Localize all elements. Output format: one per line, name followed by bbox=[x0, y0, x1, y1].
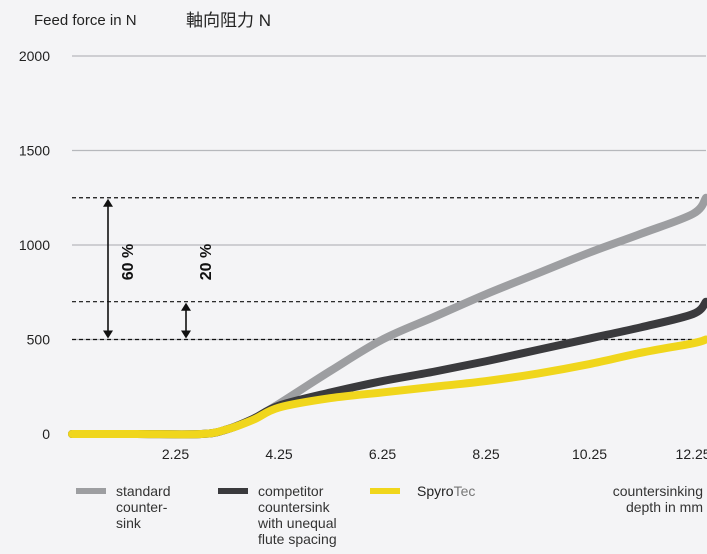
x-tick-label: 4.25 bbox=[265, 446, 292, 462]
arrowhead-up bbox=[103, 198, 113, 207]
annotation-label: 20 % bbox=[198, 244, 215, 280]
series-line bbox=[68, 335, 707, 439]
series-line bbox=[68, 193, 707, 439]
legend-label: with unequal bbox=[257, 515, 337, 531]
legend-label: countersink bbox=[258, 499, 331, 515]
arrowhead-down bbox=[181, 330, 191, 339]
series-line bbox=[68, 297, 707, 439]
legend-label: sink bbox=[116, 515, 142, 531]
legend-label: SpyroTec bbox=[417, 483, 475, 499]
y-tick-label: 1500 bbox=[19, 143, 50, 159]
series-lines bbox=[68, 193, 707, 439]
y-tick-label: 2000 bbox=[19, 48, 50, 64]
legend-label: standard bbox=[116, 483, 170, 499]
percent-annotations: 60 % 20 % bbox=[103, 198, 215, 339]
y-tick-labels: 0 500 1000 1500 2000 bbox=[19, 48, 50, 442]
arrowhead-down bbox=[103, 330, 113, 339]
x-tick-labels: 2.25 4.25 6.25 8.25 10.25 12.25 bbox=[162, 446, 707, 462]
legend-label: competitor bbox=[258, 483, 324, 499]
legend-label: flute spacing bbox=[258, 531, 337, 547]
x-tick-label: 10.25 bbox=[572, 446, 607, 462]
x-axis-label-line: depth in mm bbox=[626, 499, 703, 515]
x-axis-label-line: countersinking bbox=[613, 483, 703, 499]
y-tick-label: 1000 bbox=[19, 237, 50, 253]
arrowhead-up bbox=[181, 302, 191, 311]
annotation-label: 60 % bbox=[120, 244, 137, 280]
chart-title: Feed force in N bbox=[34, 12, 137, 29]
chart-title-jp: 軸向阻力 N bbox=[186, 11, 271, 30]
x-tick-label: 8.25 bbox=[472, 446, 499, 462]
y-tick-label: 0 bbox=[42, 426, 50, 442]
reference-lines bbox=[72, 197, 706, 341]
y-tick-label: 500 bbox=[27, 332, 51, 348]
legend-label: counter- bbox=[116, 499, 168, 515]
x-tick-label: 2.25 bbox=[162, 446, 189, 462]
x-tick-label: 6.25 bbox=[369, 446, 396, 462]
x-tick-label: 12.25 bbox=[676, 446, 707, 462]
